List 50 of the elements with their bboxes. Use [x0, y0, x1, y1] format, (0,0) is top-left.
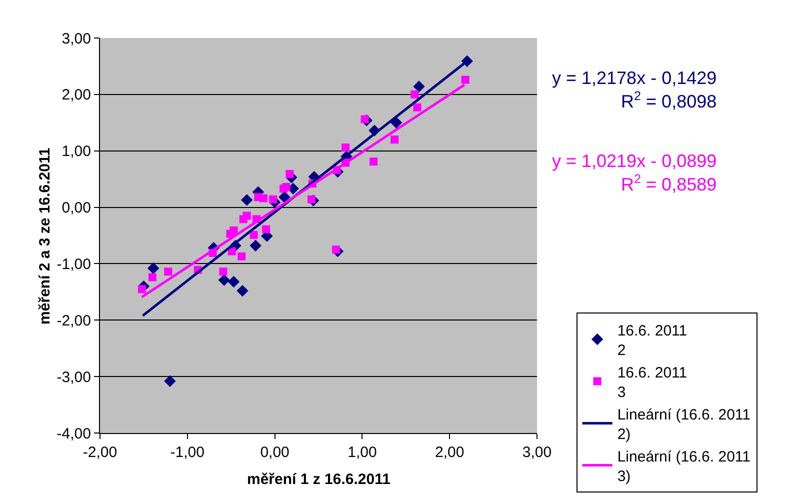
y-tick-label: -2,00 — [56, 312, 91, 330]
point — [228, 276, 240, 288]
point — [342, 143, 350, 152]
point — [250, 230, 258, 239]
point — [262, 225, 270, 234]
y-tick-label: 2,00 — [62, 86, 91, 104]
y-tick-label: -4,00 — [56, 425, 91, 442]
legend-label: Lineární (16.6. 2011 2) — [617, 406, 750, 443]
point — [218, 274, 230, 286]
y-tick-label: -3,00 — [56, 368, 91, 386]
point — [286, 170, 294, 178]
point — [370, 158, 378, 166]
x-tick-label: 3,00 — [522, 444, 552, 461]
x-tick-label: 2,00 — [435, 444, 464, 461]
y-tick-label: 3,00 — [62, 30, 91, 48]
point — [164, 375, 176, 387]
point — [228, 247, 236, 256]
point — [148, 273, 156, 282]
y-tick-label: -1,00 — [56, 256, 91, 273]
point — [413, 103, 422, 112]
point — [282, 182, 290, 191]
x-tick-label: -1,00 — [170, 444, 204, 461]
point — [410, 90, 419, 98]
point — [390, 116, 402, 128]
x-tick-label: 1,00 — [348, 444, 377, 461]
legend-label: Lineární (16.6. 2011 3) — [617, 448, 750, 485]
legend-label: 16.6. 2011 3 — [617, 364, 688, 401]
point — [219, 268, 228, 276]
legend-label: 16.6. 2011 2 — [617, 322, 688, 359]
point — [230, 226, 238, 234]
text: y = 1,2178x - 0,1429 R$^{2}$ = 0,8098 — [552, 68, 717, 112]
point — [250, 240, 262, 252]
point — [240, 194, 253, 206]
text: y = 1,0219x - 0,0899 R$^{2}$ = 0,8589 — [552, 151, 717, 194]
point — [461, 76, 470, 84]
point — [259, 194, 268, 202]
point — [164, 268, 172, 276]
point — [390, 136, 399, 144]
point — [236, 284, 248, 297]
point — [242, 212, 251, 220]
x-tick-label: 0,00 — [260, 444, 290, 461]
point — [278, 191, 290, 203]
x-axis-title: měření 1 z 16.6.2011 — [247, 471, 390, 488]
point — [413, 80, 425, 92]
y-tick-label: 1,00 — [62, 143, 91, 160]
point — [238, 252, 246, 260]
x-tick-label: -2,00 — [82, 444, 118, 461]
y-axis-title: měření 2 a 3 ze 16.6.2011 — [36, 148, 54, 324]
y-tick-label: 0,00 — [62, 200, 91, 217]
point — [147, 262, 160, 274]
